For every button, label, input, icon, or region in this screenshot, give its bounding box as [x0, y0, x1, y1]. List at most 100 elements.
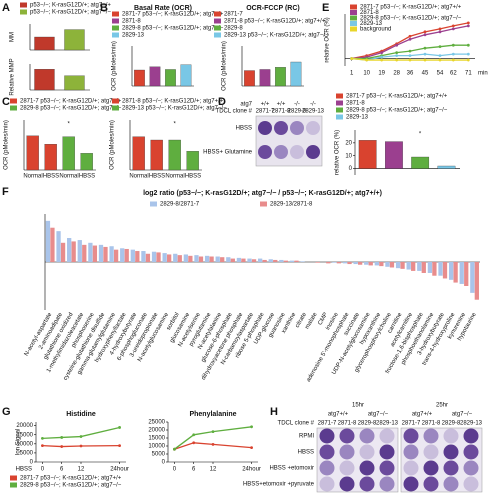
point — [211, 443, 215, 446]
panel-label: F — [2, 186, 9, 198]
legend-swatch — [10, 475, 17, 481]
bar — [45, 220, 51, 262]
well — [423, 444, 439, 460]
y-tick-label: 0 — [162, 460, 166, 466]
bar — [67, 238, 72, 262]
well — [258, 145, 272, 159]
point — [79, 435, 83, 438]
well — [319, 444, 335, 460]
bar — [64, 29, 85, 51]
significance: * — [419, 132, 422, 138]
y-tick-label: 10000 — [148, 444, 165, 450]
x-tick-label: Normal — [59, 174, 78, 180]
legend-swatch — [214, 11, 221, 17]
legend-label: 2829-8 p53−/−; K-rasG12D/+; atg7−/− — [122, 26, 224, 32]
legend-label: 2871-7 p53−/−; K-rasG12D/+; atg7+/+ — [20, 476, 122, 482]
bar — [130, 249, 135, 262]
bar — [273, 259, 278, 262]
bar — [368, 262, 373, 266]
legend-label: p53−/−; K-rasG12D/+; atg7−/− — [30, 10, 111, 16]
y-axis-label: OCR (pMoles/min) — [222, 41, 228, 91]
point — [211, 430, 215, 433]
significance: * — [67, 122, 70, 128]
well — [403, 444, 419, 460]
legend-swatch — [336, 93, 343, 99]
x-tick-label: 24hour — [242, 467, 261, 473]
point — [408, 58, 412, 62]
bar — [283, 260, 289, 262]
header-label: atg7 — [240, 102, 252, 108]
bar — [411, 262, 416, 271]
legend-label: 2829-13 p53−/−; K-rasG12D/+; atg7−/− — [224, 33, 329, 39]
y-tick-label: 20 — [345, 140, 352, 146]
legend-swatch — [112, 98, 119, 104]
y-tick-label: 10 — [345, 153, 352, 159]
legend-label: 2871-8 — [122, 19, 141, 25]
point — [192, 441, 196, 445]
well — [339, 476, 355, 492]
point — [438, 27, 442, 31]
bar — [244, 70, 255, 87]
legend-swatch — [112, 105, 119, 111]
bar — [82, 244, 87, 262]
bar — [226, 257, 231, 262]
point — [395, 43, 399, 47]
clone: 2871-8 — [422, 421, 441, 427]
bar — [357, 262, 363, 265]
point — [350, 57, 354, 60]
legend-label: 2829-8 p53−/−; K-rasG12D/+; atg7−/− — [360, 16, 462, 22]
panel-label: A — [2, 2, 10, 14]
genotype: +/+ — [277, 102, 286, 108]
bar — [165, 69, 176, 87]
well — [319, 428, 335, 444]
x-tick-label: 1 — [350, 71, 354, 77]
bar — [470, 262, 475, 293]
y-tick-label: 0 — [30, 460, 34, 466]
chart-title: log2 ratio (p53−/−; K-rasG12D/+; atg7−/−… — [143, 190, 382, 197]
bar — [259, 69, 271, 87]
bar — [385, 262, 390, 267]
chart-title: Basal Rate (OCR) — [134, 5, 192, 12]
bar — [168, 139, 181, 171]
bar — [135, 251, 140, 262]
x-tick-label: 71 — [465, 71, 472, 77]
point — [423, 30, 427, 34]
panel-label: E — [322, 2, 329, 14]
legend-label: 2871-8 — [360, 10, 379, 16]
well — [379, 444, 395, 460]
y-axis-label: OCR (pMoles/min) — [4, 120, 10, 170]
bar — [417, 262, 422, 271]
bar — [220, 257, 225, 262]
bar — [88, 242, 93, 262]
point — [423, 33, 427, 37]
row-label: HBSS — [298, 450, 314, 456]
x-tick-label: 45 — [422, 71, 429, 77]
bar — [167, 254, 172, 262]
chart-title: OCR-FCCP (RC) — [246, 5, 300, 12]
bar — [294, 260, 299, 262]
bar — [145, 253, 151, 262]
bar — [194, 255, 199, 262]
bar — [71, 241, 76, 262]
legend-swatch — [112, 18, 119, 24]
legend-swatch — [214, 32, 221, 38]
well — [290, 121, 304, 135]
point — [118, 426, 121, 429]
well — [359, 460, 375, 476]
bar — [389, 262, 395, 268]
point — [466, 58, 470, 62]
x-tick-label: Normal — [165, 174, 184, 180]
bar — [432, 262, 437, 276]
y-tick-label: 5000 — [20, 450, 34, 456]
bar — [124, 248, 129, 262]
x-tick-label: HBSS — [149, 174, 165, 180]
well — [319, 460, 335, 476]
bar — [427, 262, 433, 273]
chart-title: Phenylalanine — [189, 411, 236, 418]
x-tick-label: 0 — [173, 467, 177, 473]
bar — [134, 69, 145, 87]
point — [408, 34, 412, 38]
genotype: +/+ — [261, 102, 270, 108]
bar — [209, 256, 214, 262]
